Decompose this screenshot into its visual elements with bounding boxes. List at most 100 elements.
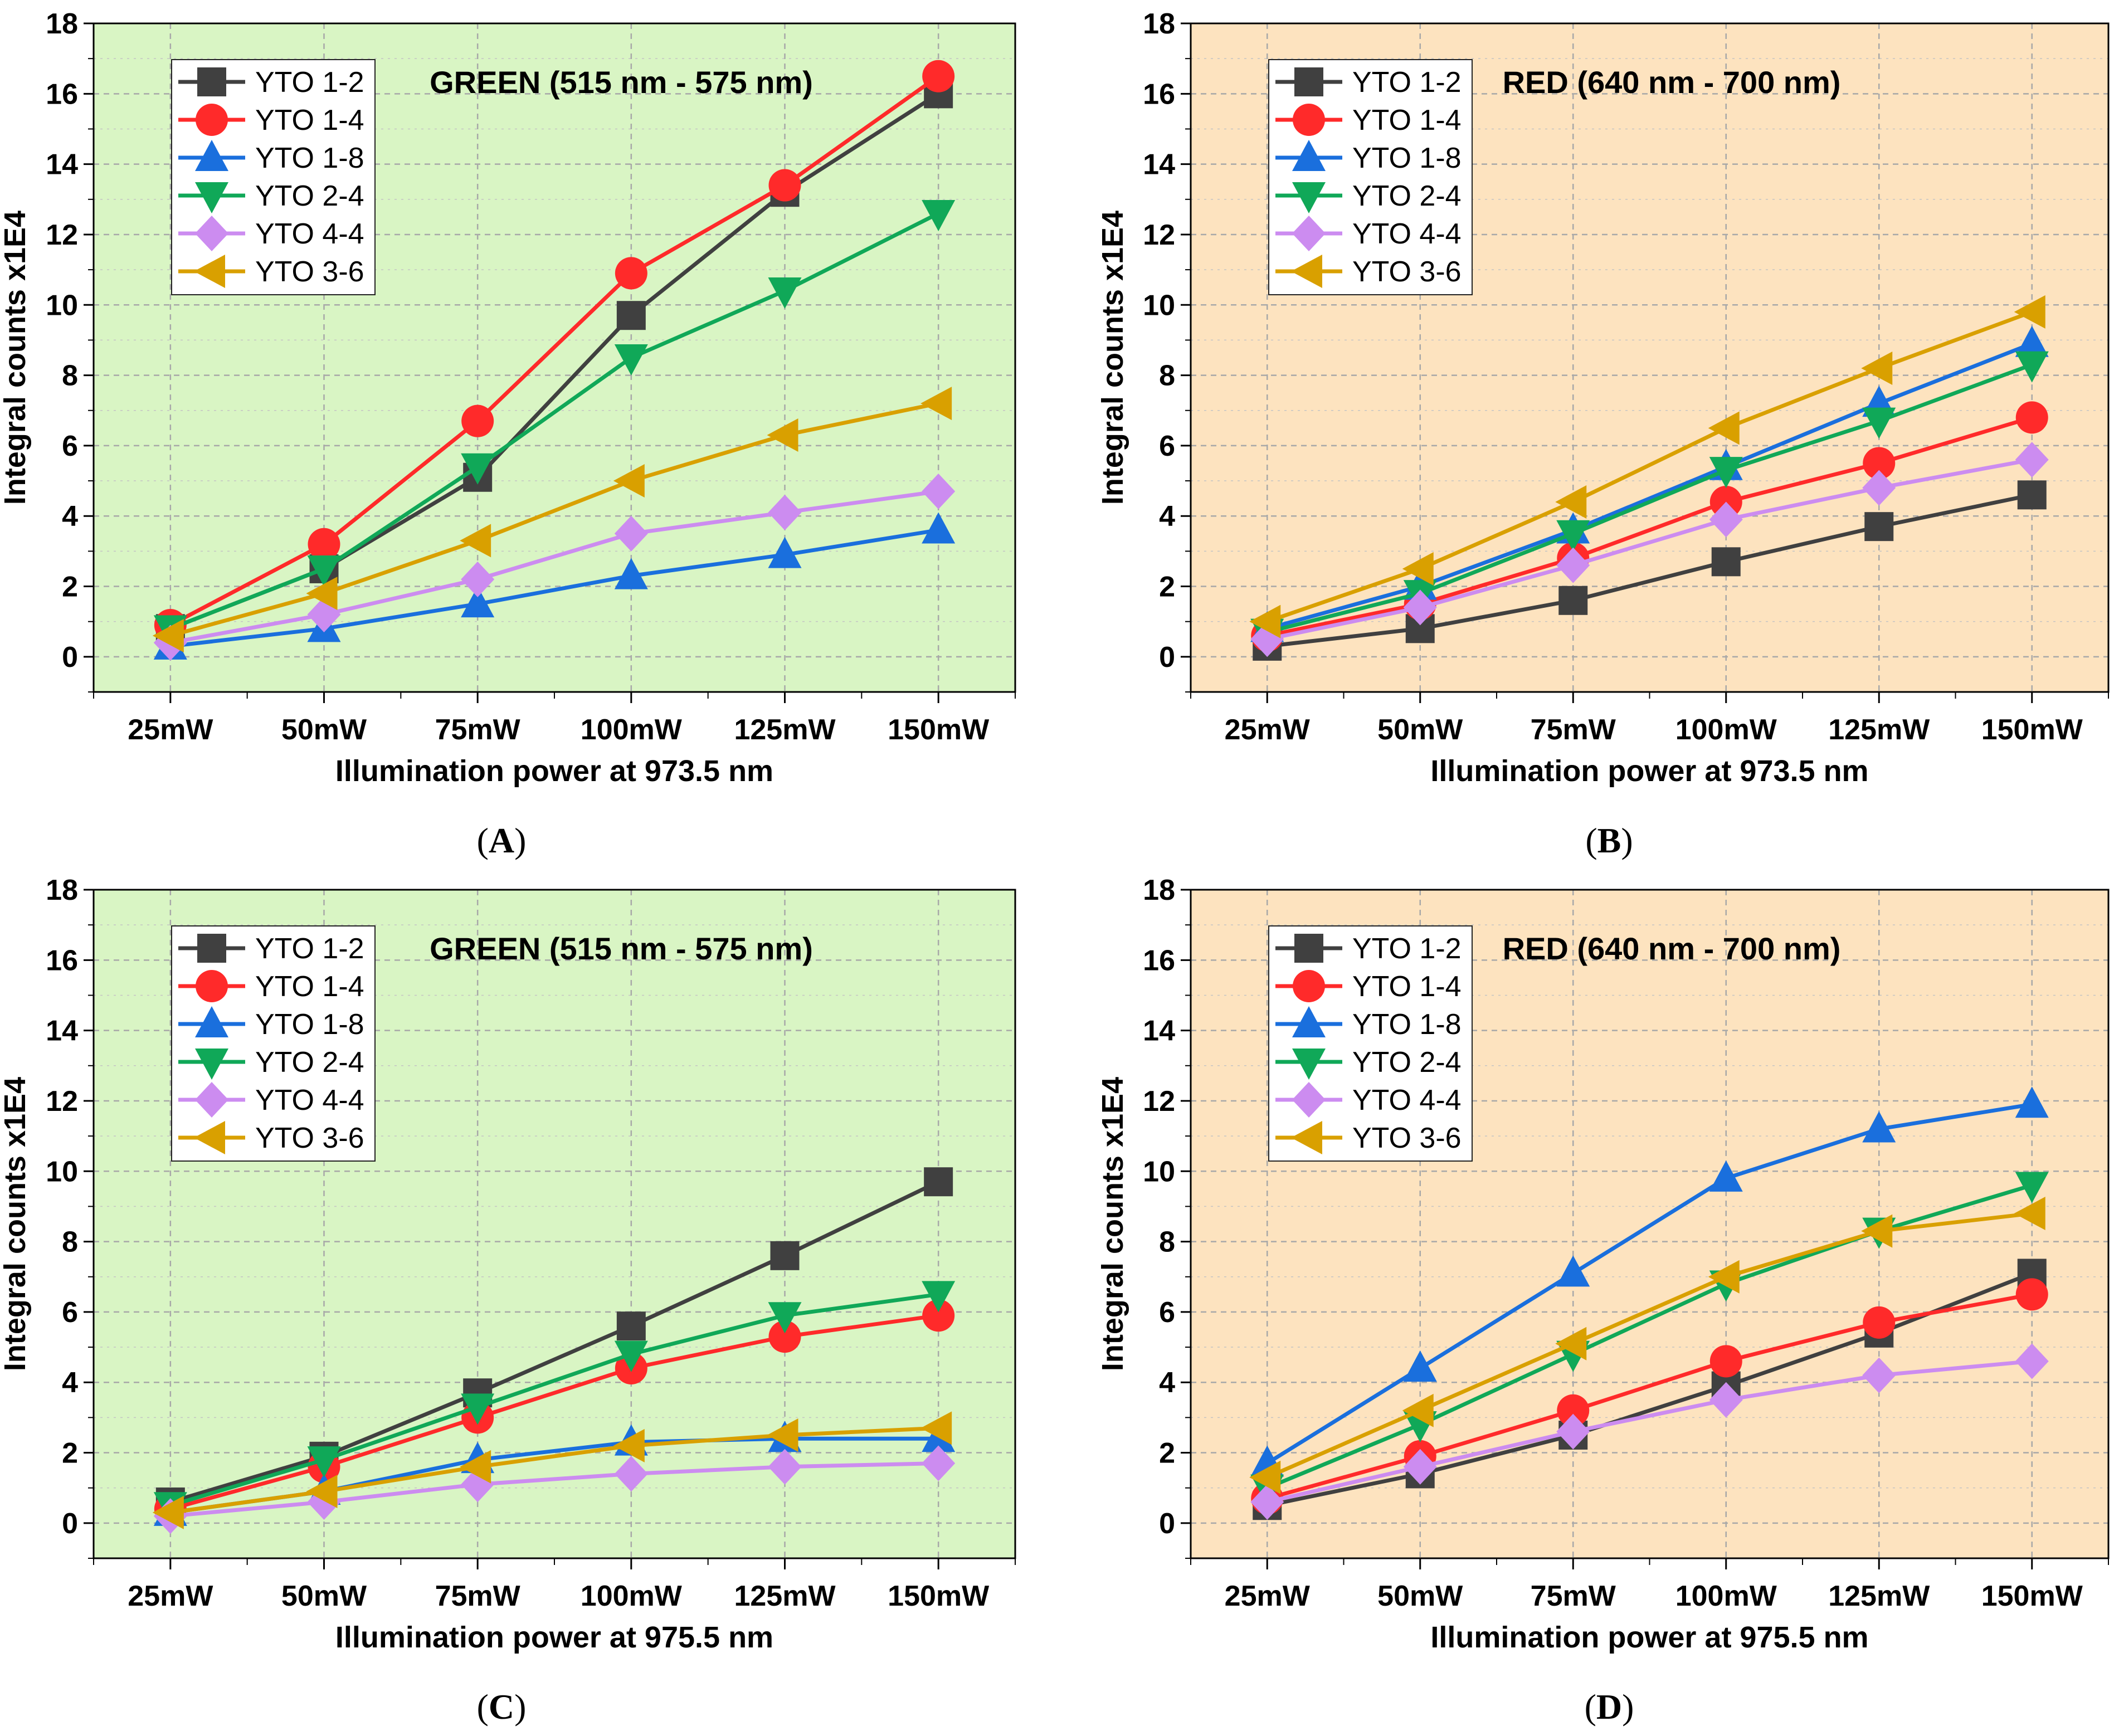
panel-a-x-tick-label: 125mW bbox=[734, 714, 836, 746]
panel-c-legend-label: YTO 4-4 bbox=[255, 1084, 364, 1116]
panel-b-data-point bbox=[2017, 480, 2047, 510]
panel-d-y-tick-label: 18 bbox=[1143, 874, 1175, 906]
panel-c-x-tick-label: 125mW bbox=[734, 1580, 836, 1612]
panel-b-y-axis-label: Integral counts x1E4 bbox=[1096, 211, 1129, 505]
panel-a-legend-label: YTO 3-6 bbox=[255, 256, 364, 288]
panel-b-data-point bbox=[1862, 470, 1896, 506]
panel-c-y-tick-label: 18 bbox=[46, 874, 78, 906]
panel-c-data-point bbox=[614, 1456, 648, 1492]
panel-d-data-point bbox=[1556, 1413, 1590, 1450]
panel-a-data-point bbox=[461, 404, 494, 437]
panel-c-data-point bbox=[922, 1281, 956, 1313]
panel-c-x-axis-label: Illumination power at 975.5 nm bbox=[335, 1621, 773, 1654]
panel-c-data-point bbox=[770, 1241, 800, 1270]
panel-b: 0 2 4 6 8 10 12 14 16 18 25mW 50mW 75mW 100mW 125mW 150… bbox=[1096, 8, 2110, 860]
panel-b-data-point bbox=[1864, 512, 1894, 542]
panel-a-legend-marker bbox=[196, 104, 228, 136]
panel-b-data-point bbox=[1711, 547, 1741, 577]
panel-c-y-tick-label: 8 bbox=[62, 1226, 78, 1259]
panel-c-data-point bbox=[924, 1167, 953, 1197]
panel-d-series-line bbox=[1266, 1211, 2033, 1479]
panel-c-legend-marker bbox=[194, 1121, 225, 1154]
panel-a-data-point bbox=[767, 418, 798, 452]
panel-b-data-point bbox=[1556, 520, 1590, 552]
panel-d-y-tick-label: 4 bbox=[1159, 1367, 1175, 1399]
panel-c-data-point bbox=[920, 1411, 952, 1445]
panel-b-title: RED (640 nm - 700 nm) bbox=[1503, 65, 1841, 100]
panel-d-legend: YTO 1-2 YTO 1-4 YTO 1-8 YTO 2-4 YTO 4-4 YTO 3… bbox=[1268, 925, 1473, 1162]
panel-c-y-tick-label: 10 bbox=[46, 1155, 78, 1188]
panel-c-x-tick-label: 150mW bbox=[888, 1580, 990, 1612]
panel-b-y-tick-label: 6 bbox=[1159, 430, 1175, 462]
panel-a-legend-label: YTO 4-4 bbox=[255, 218, 364, 250]
panel-b-y-tick-label: 8 bbox=[1159, 360, 1175, 392]
panel-d-x-tick-label: 150mW bbox=[1981, 1580, 2083, 1612]
panel-b-legend-marker bbox=[1291, 255, 1322, 288]
panel-c-x-tick-label: 50mW bbox=[281, 1580, 367, 1612]
panel-b-x-axis-label: Illumination power at 973.5 nm bbox=[1430, 754, 1868, 788]
panel-d-data-point bbox=[2015, 1086, 2049, 1118]
panel-c-series-line bbox=[169, 1313, 939, 1511]
panel-d-data-point bbox=[1403, 1350, 1437, 1382]
panel-c: 0 2 4 6 8 10 12 14 16 18 25mW 50mW 75mW 100mW 125mW 150… bbox=[0, 874, 1016, 1727]
panel-b-legend: YTO 1-2 YTO 1-4 YTO 1-8 YTO 2-4 YTO 4-4 YTO 3… bbox=[1268, 59, 1473, 295]
panel-c-series-line bbox=[169, 1292, 939, 1508]
panel-a-data-point bbox=[615, 257, 647, 290]
panel-d-legend-marker bbox=[1294, 934, 1323, 963]
panel-a-data-point bbox=[306, 577, 338, 611]
panel-d-data-point bbox=[1555, 1327, 1587, 1360]
panel-c-legend-marker bbox=[196, 970, 228, 1002]
panel-d-y-tick-label: 2 bbox=[1159, 1437, 1175, 1470]
panel-b-series-line bbox=[1267, 492, 2033, 648]
panel-c-series-line bbox=[170, 1461, 939, 1518]
panel-d-legend-label: YTO 2-4 bbox=[1352, 1046, 1462, 1079]
panel-a-y-tick-label: 18 bbox=[46, 8, 78, 40]
panel-b-series-6 bbox=[1249, 295, 2045, 638]
panel-d-data-point bbox=[1862, 1357, 1896, 1393]
panel-a-data-point bbox=[922, 200, 956, 232]
panel-b-data-point bbox=[1402, 552, 1434, 586]
panel-d-data-point bbox=[1863, 1306, 1896, 1339]
panel-a-y-tick-label: 0 bbox=[62, 641, 78, 674]
panel-b-data-point bbox=[1249, 604, 1281, 638]
panel-c-x-tick-label: 100mW bbox=[581, 1580, 683, 1612]
panel-b-x-tick-label: 150mW bbox=[1981, 714, 2083, 746]
panel-b-x-tick-label: 25mW bbox=[1225, 714, 1311, 746]
panel-a-y-tick-label: 14 bbox=[46, 149, 78, 181]
panel-c-data-point bbox=[613, 1428, 645, 1462]
panel-b-legend-marker bbox=[1292, 216, 1326, 251]
panel-a-data-point bbox=[460, 524, 491, 558]
panel-a-data-point bbox=[922, 474, 956, 509]
panel-c-data-point bbox=[306, 1475, 338, 1508]
panel-a-data-point bbox=[152, 618, 184, 652]
panel-b-data-point bbox=[1555, 485, 1587, 519]
panel-b-data-point bbox=[1558, 586, 1588, 615]
panel-a-y-tick-label: 6 bbox=[62, 430, 78, 462]
panel-d-y-tick-label: 6 bbox=[1159, 1296, 1175, 1329]
panel-b-series-line bbox=[1267, 416, 2033, 638]
panel-d: 0 2 4 6 8 10 12 14 16 18 25mW 50mW 75mW 100mW 125mW 150… bbox=[1096, 874, 2110, 1727]
panel-a-y-tick-label: 8 bbox=[62, 360, 78, 392]
panel-b-legend-marker bbox=[1294, 67, 1323, 96]
panel-a-series-line bbox=[169, 401, 939, 638]
panel-c-data-point bbox=[616, 1311, 646, 1341]
panel-a-legend-label: YTO 2-4 bbox=[255, 180, 364, 212]
panel-c-legend-label: YTO 1-2 bbox=[255, 933, 364, 965]
panel-c-legend-marker bbox=[195, 1049, 228, 1080]
panel-c-y-tick-label: 14 bbox=[46, 1015, 78, 1047]
panel-a-data-point bbox=[308, 528, 340, 560]
panel-d-data-point bbox=[2014, 1197, 2045, 1231]
panel-d-data-point bbox=[1709, 1160, 1743, 1192]
panel-a-data-point bbox=[614, 344, 648, 376]
panel-a-x-axis-label: Illumination power at 973.5 nm bbox=[335, 754, 773, 788]
panel-c-y-axis-label: Integral counts x1E4 bbox=[0, 1077, 32, 1371]
panel-d-legend-label: YTO 1-4 bbox=[1352, 971, 1462, 1003]
panel-a-legend-marker bbox=[197, 67, 226, 96]
panel-a-legend-marker bbox=[194, 255, 225, 288]
panel-c-series-line bbox=[170, 1426, 939, 1515]
panel-d-data-point bbox=[1403, 1449, 1437, 1485]
panel-a-y-tick-label: 16 bbox=[46, 78, 78, 110]
panel-c-data-point bbox=[614, 1340, 648, 1372]
panel-a-caption: (A) bbox=[477, 821, 527, 860]
